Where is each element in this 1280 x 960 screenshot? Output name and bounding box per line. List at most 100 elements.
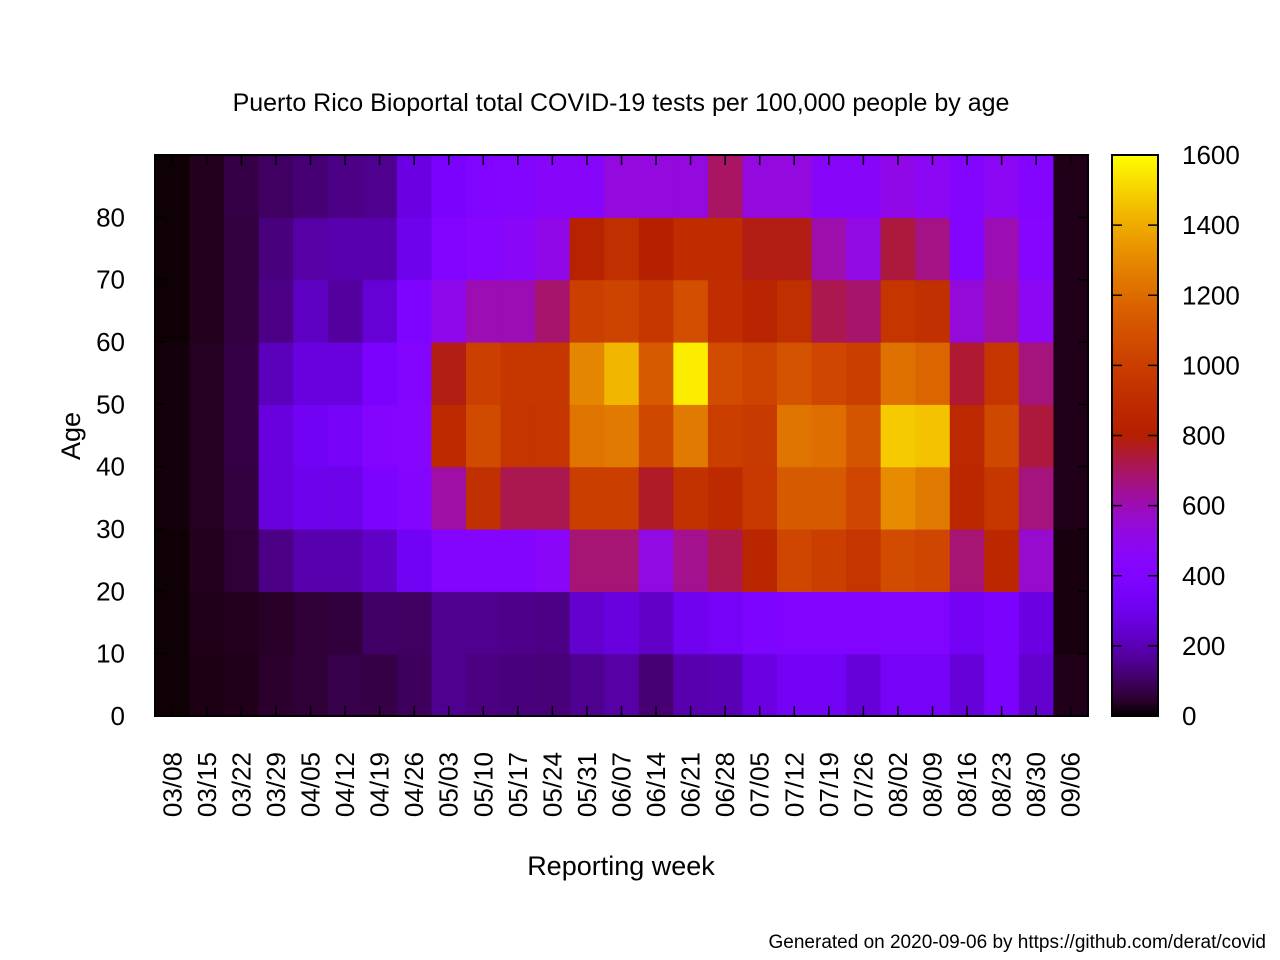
heatmap-cell — [707, 529, 744, 592]
heatmap-cell — [742, 466, 778, 530]
x-tick-label: 03/22 — [226, 752, 256, 817]
heatmap-cell — [1018, 404, 1055, 468]
heatmap-cell — [362, 342, 398, 405]
heatmap-cell — [327, 217, 363, 281]
heatmap-cell — [915, 342, 951, 405]
heatmap-cell — [846, 591, 882, 655]
y-axis: 0 10 20 30 40 50 60 70 80 — [96, 202, 1088, 731]
heatmap-cell — [466, 529, 502, 592]
heatmap-cell — [466, 342, 502, 405]
heatmap-cell — [1053, 466, 1089, 530]
heatmap-cell — [189, 155, 225, 218]
heatmap-cell — [362, 217, 398, 281]
heatmap-cell — [915, 217, 951, 281]
heatmap-cell — [362, 279, 398, 343]
heatmap-cell — [638, 342, 674, 405]
heatmap-cell — [1018, 342, 1055, 405]
heatmap-cell — [362, 155, 398, 218]
heatmap-cell — [362, 466, 398, 530]
heatmap-cell — [638, 155, 674, 218]
heatmap-cell — [915, 279, 951, 343]
x-tick-label: 06/14 — [641, 752, 671, 817]
colorbar-tick-label: 400 — [1182, 561, 1225, 591]
heatmap-cell — [673, 342, 709, 405]
heatmap-cell — [396, 342, 433, 405]
heatmap-cell — [535, 466, 571, 530]
heatmap-cell — [777, 217, 813, 281]
heatmap-cell — [880, 591, 916, 655]
heatmap-cell — [327, 591, 363, 655]
heatmap-cell — [431, 529, 467, 592]
heatmap-cell — [1053, 217, 1089, 281]
heatmap-cell — [846, 342, 882, 405]
heatmap-cell — [604, 404, 640, 468]
heatmap-cell — [880, 342, 916, 405]
heatmap-cell — [742, 155, 778, 218]
heatmap-cell — [396, 279, 433, 343]
heatmap-cell — [1018, 591, 1055, 655]
heatmap-cell — [673, 155, 709, 218]
heatmap-cell — [1053, 279, 1089, 343]
x-tick-label: 05/03 — [434, 752, 464, 817]
heatmap-cell — [742, 529, 778, 592]
colorbar-tick-label: 0 — [1182, 701, 1196, 731]
heatmap-cell — [293, 466, 329, 530]
heatmap-cell — [431, 591, 467, 655]
heatmap-cell — [396, 404, 433, 468]
heatmap-cell — [258, 217, 294, 281]
heatmap-cell — [258, 342, 294, 405]
heatmap-cell — [155, 155, 191, 218]
heatmap-cell — [1053, 342, 1089, 405]
x-tick-label: 04/05 — [296, 752, 326, 817]
heatmap-cell — [189, 342, 225, 405]
heatmap-cell — [604, 217, 640, 281]
heatmap-cell — [466, 404, 502, 468]
heatmap-cell — [673, 217, 709, 281]
heatmap-cell — [189, 279, 225, 343]
heatmap-cell — [155, 466, 191, 530]
heatmap-cell — [604, 591, 640, 655]
heatmap-cell — [293, 404, 329, 468]
heatmap-cell — [500, 342, 536, 405]
heatmap-cell — [224, 155, 260, 218]
heatmap-cell — [949, 155, 985, 218]
heatmap-cell — [846, 466, 882, 530]
heatmap-cell — [293, 591, 329, 655]
heatmap-cell — [396, 155, 433, 218]
heatmap-cell — [673, 466, 709, 530]
heatmap-cell — [638, 466, 674, 530]
heatmap-cell — [569, 529, 605, 592]
heatmap-cell — [846, 529, 882, 592]
heatmap-cell — [880, 217, 916, 281]
colorbar-tick-label: 200 — [1182, 631, 1225, 661]
heatmap-cell — [638, 217, 674, 281]
heatmap-cell — [707, 404, 744, 468]
heatmap-cell — [707, 279, 744, 343]
colorbar-tick-label: 1000 — [1182, 350, 1240, 380]
heatmap-cell — [224, 466, 260, 530]
heatmap-cell — [811, 217, 847, 281]
heatmap-cell — [258, 155, 294, 218]
heatmap-cell — [224, 279, 260, 343]
heatmap-cell — [362, 404, 398, 468]
heatmap-cell — [569, 342, 605, 405]
heatmap-cell — [224, 217, 260, 281]
heatmap-cell — [569, 404, 605, 468]
heatmap-cell — [811, 279, 847, 343]
y-tick-label: 30 — [96, 514, 125, 544]
heatmap-cell — [742, 217, 778, 281]
heatmap-cell — [742, 342, 778, 405]
heatmap-cell — [673, 279, 709, 343]
heatmap-cell — [707, 466, 744, 530]
heatmap-cell — [293, 279, 329, 343]
heatmap-cell — [500, 279, 536, 343]
heatmap-cell — [1053, 529, 1089, 592]
heatmap-cell — [327, 342, 363, 405]
heatmap-cell — [880, 279, 916, 343]
heatmap-cell — [224, 404, 260, 468]
heatmap-cell — [396, 529, 433, 592]
heatmap-cell — [431, 279, 467, 343]
heatmap-cell — [189, 591, 225, 655]
heatmap-cell — [155, 591, 191, 655]
heatmap-cell — [327, 404, 363, 468]
